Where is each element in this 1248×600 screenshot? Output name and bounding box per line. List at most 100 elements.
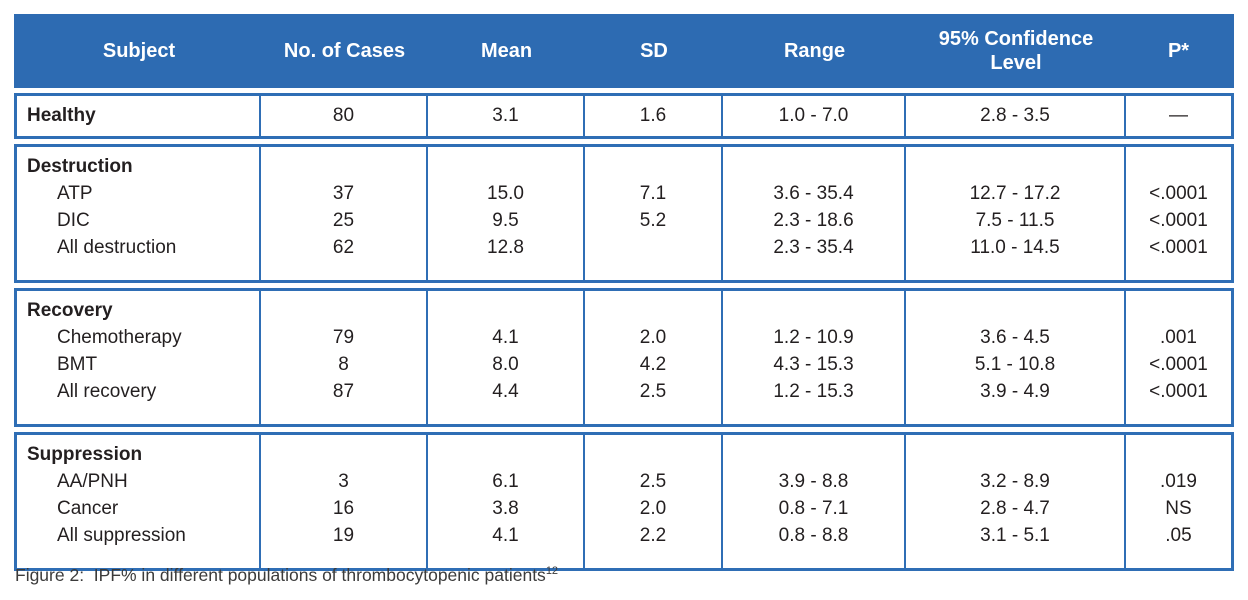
header-range: Range bbox=[783, 40, 846, 62]
column-mean: 3.1 bbox=[428, 96, 585, 136]
column-subject: Suppression AA/PNH Cancer All suppressio… bbox=[17, 435, 261, 568]
cell-cases: 25 bbox=[332, 210, 355, 231]
cell-range: 3.9 - 8.8 bbox=[778, 471, 849, 492]
column-cases: 3 16 19 bbox=[261, 435, 428, 568]
group-label: Recovery bbox=[27, 300, 113, 321]
column-range: 3.9 - 8.8 0.8 - 7.1 0.8 - 8.8 bbox=[723, 435, 906, 568]
column-ci: 12.7 - 17.2 7.5 - 11.5 11.0 - 14.5 bbox=[906, 147, 1126, 280]
spacer bbox=[585, 441, 721, 468]
spacer bbox=[723, 153, 904, 180]
cell-ci: 2.8 - 3.5 bbox=[980, 105, 1050, 126]
cell-sd: 2.5 bbox=[639, 381, 667, 402]
spacer bbox=[906, 153, 1124, 180]
column-subject: Recovery Chemotherapy BMT All recovery bbox=[17, 291, 261, 424]
cell-cases: 79 bbox=[332, 327, 355, 348]
spacer bbox=[585, 153, 721, 180]
column-p: .019 NS .05 bbox=[1126, 435, 1231, 568]
column-mean: 6.1 3.8 4.1 bbox=[428, 435, 585, 568]
spacer bbox=[585, 297, 721, 324]
cell-sd: 2.0 bbox=[639, 327, 667, 348]
row-label: BMT bbox=[57, 354, 98, 375]
spacer bbox=[261, 297, 426, 324]
spacer bbox=[906, 297, 1124, 324]
column-sd: 2.5 2.0 2.2 bbox=[585, 435, 723, 568]
cell-p: <.0001 bbox=[1149, 354, 1208, 375]
row-label: Chemotherapy bbox=[57, 327, 182, 348]
column-mean: 15.0 9.5 12.8 bbox=[428, 147, 585, 280]
column-ci: 2.8 - 3.5 bbox=[906, 96, 1126, 136]
cell-cases: 62 bbox=[332, 237, 355, 258]
cell-p: <.0001 bbox=[1149, 183, 1208, 204]
cell-ci: 3.9 - 4.9 bbox=[980, 381, 1050, 402]
cell-p: <.0001 bbox=[1149, 210, 1208, 231]
spacer bbox=[428, 153, 583, 180]
cell-range: 2.3 - 35.4 bbox=[773, 237, 854, 258]
cell-sd bbox=[585, 234, 721, 261]
cell-sd: 4.2 bbox=[639, 354, 667, 375]
cell-ci: 5.1 - 10.8 bbox=[974, 354, 1056, 375]
header-no-of-cases: No. of Cases bbox=[283, 40, 406, 62]
cell-ci: 3.6 - 4.5 bbox=[980, 327, 1050, 348]
cell-range: 2.3 - 18.6 bbox=[773, 210, 854, 231]
spacer bbox=[1126, 441, 1231, 468]
column-p: <.0001 <.0001 <.0001 bbox=[1126, 147, 1231, 280]
column-subject: Destruction ATP DIC All destruction bbox=[17, 147, 261, 280]
cell-mean: 12.8 bbox=[487, 237, 524, 258]
cell-mean: 9.5 bbox=[492, 210, 519, 231]
figure-caption-reference: 12 bbox=[545, 565, 559, 578]
cell-p: .05 bbox=[1165, 525, 1192, 546]
cell-sd: 1.6 bbox=[639, 105, 667, 126]
cell-cases: 3 bbox=[338, 471, 349, 492]
spacer bbox=[906, 441, 1124, 468]
cell-p: — bbox=[1169, 105, 1188, 126]
row-label: All suppression bbox=[57, 525, 186, 546]
column-cases: 80 bbox=[261, 96, 428, 136]
section-recovery: Recovery Chemotherapy BMT All recovery 7… bbox=[14, 288, 1234, 427]
cell-cases: 37 bbox=[332, 183, 355, 204]
table-header-row: Subject No. of Cases Mean SD Range 95% C… bbox=[14, 14, 1234, 88]
figure-caption: Figure 2: IPF% in different populations … bbox=[15, 565, 558, 586]
column-sd: 7.1 5.2 bbox=[585, 147, 723, 280]
column-sd: 2.0 4.2 2.5 bbox=[585, 291, 723, 424]
cell-mean: 3.8 bbox=[492, 498, 519, 519]
column-mean: 4.1 8.0 4.4 bbox=[428, 291, 585, 424]
spacer bbox=[261, 441, 426, 468]
spacer bbox=[723, 441, 904, 468]
section-suppression: Suppression AA/PNH Cancer All suppressio… bbox=[14, 432, 1234, 571]
column-sd: 1.6 bbox=[585, 96, 723, 136]
spacer bbox=[723, 297, 904, 324]
spacer bbox=[1126, 297, 1231, 324]
cell-cases: 80 bbox=[332, 105, 355, 126]
header-subject: Subject bbox=[102, 40, 176, 62]
cell-mean: 8.0 bbox=[492, 354, 519, 375]
group-label: Destruction bbox=[27, 156, 133, 177]
cell-mean: 6.1 bbox=[492, 471, 519, 492]
cell-sd: 7.1 bbox=[639, 183, 667, 204]
cell-range: 4.3 - 15.3 bbox=[773, 354, 854, 375]
cell-ci: 12.7 - 17.2 bbox=[969, 183, 1061, 204]
cell-ci: 7.5 - 11.5 bbox=[975, 210, 1055, 231]
column-ci: 3.2 - 8.9 2.8 - 4.7 3.1 - 5.1 bbox=[906, 435, 1126, 568]
cell-p: <.0001 bbox=[1149, 237, 1208, 258]
header-mean: Mean bbox=[480, 40, 533, 62]
column-p: .001 <.0001 <.0001 bbox=[1126, 291, 1231, 424]
cell-range: 1.2 - 15.3 bbox=[773, 381, 854, 402]
header-p-value: P* bbox=[1167, 40, 1190, 62]
cell-p: NS bbox=[1165, 498, 1192, 519]
cell-range: 0.8 - 8.8 bbox=[778, 525, 849, 546]
cell-range: 0.8 - 7.1 bbox=[778, 498, 849, 519]
figure-caption-text: Figure 2: IPF% in different populations … bbox=[15, 565, 546, 585]
column-range: 1.2 - 10.9 4.3 - 15.3 1.2 - 15.3 bbox=[723, 291, 906, 424]
cell-range: 1.2 - 10.9 bbox=[773, 327, 854, 348]
row-label: ATP bbox=[57, 183, 93, 204]
cell-cases: 16 bbox=[332, 498, 355, 519]
column-range: 3.6 - 35.4 2.3 - 18.6 2.3 - 35.4 bbox=[723, 147, 906, 280]
cell-range: 3.6 - 35.4 bbox=[773, 183, 854, 204]
cell-mean: 3.1 bbox=[492, 105, 519, 126]
column-cases: 37 25 62 bbox=[261, 147, 428, 280]
group-label: Suppression bbox=[27, 444, 143, 465]
header-sd: SD bbox=[640, 40, 668, 62]
ipf-table: Subject No. of Cases Mean SD Range 95% C… bbox=[14, 14, 1234, 571]
cell-ci: 3.1 - 5.1 bbox=[980, 525, 1050, 546]
cell-p: <.0001 bbox=[1149, 381, 1208, 402]
